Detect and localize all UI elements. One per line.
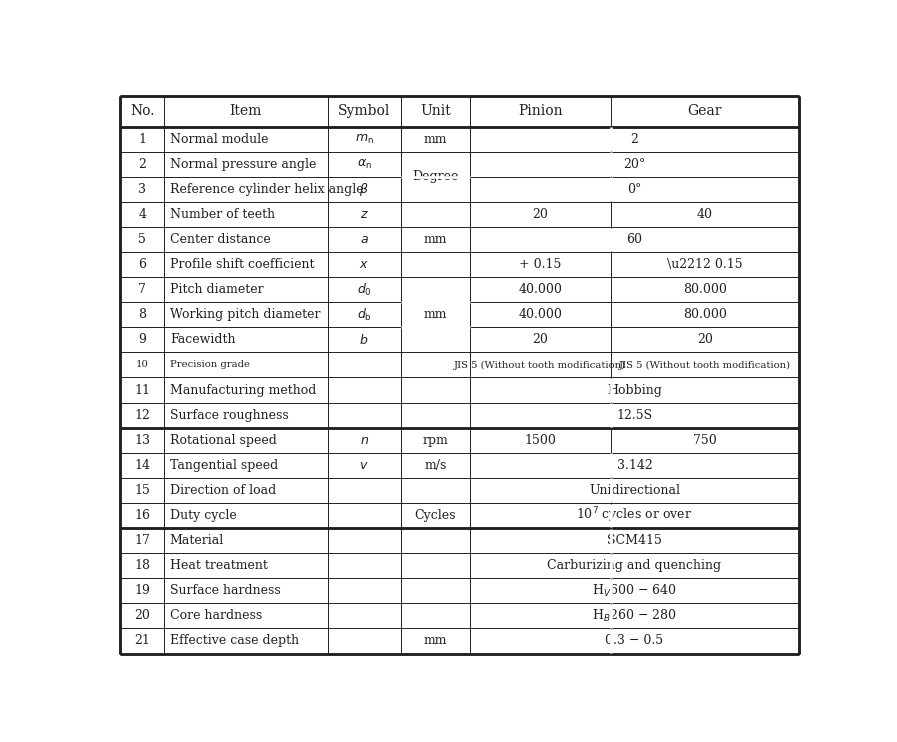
Text: Reference cylinder helix angle: Reference cylinder helix angle	[170, 183, 363, 196]
Text: 2: 2	[138, 158, 146, 171]
Text: $d_0$: $d_0$	[357, 282, 371, 298]
Text: $b$: $b$	[360, 333, 369, 347]
Text: Hobbing: Hobbing	[607, 384, 662, 396]
Text: 20°: 20°	[623, 158, 646, 171]
Text: Heat treatment: Heat treatment	[170, 559, 267, 572]
Text: No.: No.	[130, 104, 154, 118]
Text: 21: 21	[135, 634, 151, 648]
Text: $\beta$: $\beta$	[360, 181, 369, 198]
Text: 20: 20	[533, 208, 548, 221]
Text: 19: 19	[135, 584, 151, 597]
Text: 10: 10	[136, 361, 149, 370]
Text: 750: 750	[692, 434, 717, 447]
Text: Direction of load: Direction of load	[170, 484, 276, 497]
Text: mm: mm	[423, 634, 447, 648]
Text: 20: 20	[697, 333, 713, 347]
Text: mm: mm	[423, 308, 447, 321]
Text: H$_{V}$600 − 640: H$_{V}$600 − 640	[592, 582, 677, 599]
Text: Material: Material	[170, 534, 224, 547]
Text: 18: 18	[135, 559, 151, 572]
Text: $\alpha_\mathrm{n}$: $\alpha_\mathrm{n}$	[357, 157, 371, 171]
Text: Working pitch diameter: Working pitch diameter	[170, 308, 320, 321]
Text: $z$: $z$	[360, 208, 369, 221]
Text: Duty cycle: Duty cycle	[170, 509, 237, 522]
Text: 60: 60	[626, 233, 642, 246]
Text: Center distance: Center distance	[170, 233, 271, 246]
Text: 15: 15	[135, 484, 151, 497]
Text: $m_\mathrm{n}$: $m_\mathrm{n}$	[354, 133, 373, 145]
Text: 17: 17	[135, 534, 151, 547]
Text: Carburizing and quenching: Carburizing and quenching	[547, 559, 721, 572]
Text: H$_{B}$260 − 280: H$_{B}$260 − 280	[592, 608, 677, 624]
Text: mm: mm	[423, 233, 447, 246]
Text: 11: 11	[135, 384, 151, 396]
Text: Symbol: Symbol	[338, 104, 390, 118]
Text: Tangential speed: Tangential speed	[170, 459, 278, 472]
Text: 1500: 1500	[525, 434, 556, 447]
Text: 14: 14	[135, 459, 151, 472]
Text: \u2212 0.15: \u2212 0.15	[667, 258, 743, 271]
Text: $x$: $x$	[359, 258, 369, 271]
Text: 13: 13	[135, 434, 151, 447]
Text: 1: 1	[138, 133, 146, 145]
Text: 12.5S: 12.5S	[616, 409, 653, 421]
Text: Manufacturing method: Manufacturing method	[170, 384, 317, 396]
Text: 2: 2	[631, 133, 639, 145]
Text: Gear: Gear	[687, 104, 722, 118]
Text: Unidirectional: Unidirectional	[589, 484, 680, 497]
Text: 80.000: 80.000	[683, 283, 727, 296]
Text: Effective case depth: Effective case depth	[170, 634, 299, 648]
Text: Pinion: Pinion	[518, 104, 562, 118]
Text: Profile shift coefficient: Profile shift coefficient	[170, 258, 314, 271]
Text: Facewidth: Facewidth	[170, 333, 235, 347]
Text: 40: 40	[697, 208, 713, 221]
Text: $n$: $n$	[360, 434, 369, 447]
Text: Precision grade: Precision grade	[170, 361, 250, 370]
Text: 3: 3	[138, 183, 146, 196]
Text: 20: 20	[533, 333, 548, 347]
Text: $d_\mathrm{b}$: $d_\mathrm{b}$	[357, 306, 371, 323]
Text: 80.000: 80.000	[683, 308, 727, 321]
Text: Normal module: Normal module	[170, 133, 268, 145]
Text: 6: 6	[138, 258, 146, 271]
Text: mm: mm	[423, 133, 447, 145]
Text: 0.3 − 0.5: 0.3 − 0.5	[605, 634, 664, 648]
Text: 10$^{7}$ cycles or over: 10$^{7}$ cycles or over	[577, 506, 692, 525]
Text: Rotational speed: Rotational speed	[170, 434, 276, 447]
Text: $a$: $a$	[360, 233, 369, 246]
Text: 4: 4	[138, 208, 146, 221]
Text: Cycles: Cycles	[414, 509, 457, 522]
Text: + 0.15: + 0.15	[519, 258, 562, 271]
Text: Pitch diameter: Pitch diameter	[170, 283, 264, 296]
Text: Item: Item	[230, 104, 262, 118]
Text: JIS 5 (Without tooth modification): JIS 5 (Without tooth modification)	[454, 361, 626, 370]
Text: Core hardness: Core hardness	[170, 609, 262, 623]
Text: Unit: Unit	[420, 104, 451, 118]
Text: 3.142: 3.142	[616, 459, 652, 472]
Text: 9: 9	[138, 333, 146, 347]
Text: 20: 20	[135, 609, 151, 623]
Text: 12: 12	[135, 409, 151, 421]
Text: 40.000: 40.000	[518, 283, 562, 296]
Text: JIS 5 (Without tooth modification): JIS 5 (Without tooth modification)	[619, 361, 791, 370]
Text: 40.000: 40.000	[518, 308, 562, 321]
Text: 16: 16	[135, 509, 151, 522]
Text: m/s: m/s	[424, 459, 447, 472]
Text: Surface hardness: Surface hardness	[170, 584, 281, 597]
Text: Degree: Degree	[413, 170, 458, 183]
Text: Number of teeth: Number of teeth	[170, 208, 275, 221]
Text: 5: 5	[138, 233, 146, 246]
Text: 8: 8	[138, 308, 146, 321]
Text: 7: 7	[138, 283, 146, 296]
Text: 0°: 0°	[627, 183, 641, 196]
Text: SCM415: SCM415	[607, 534, 662, 547]
Text: Surface roughness: Surface roughness	[170, 409, 289, 421]
Text: rpm: rpm	[422, 434, 448, 447]
Text: Normal pressure angle: Normal pressure angle	[170, 158, 317, 171]
Text: $v$: $v$	[360, 459, 369, 472]
